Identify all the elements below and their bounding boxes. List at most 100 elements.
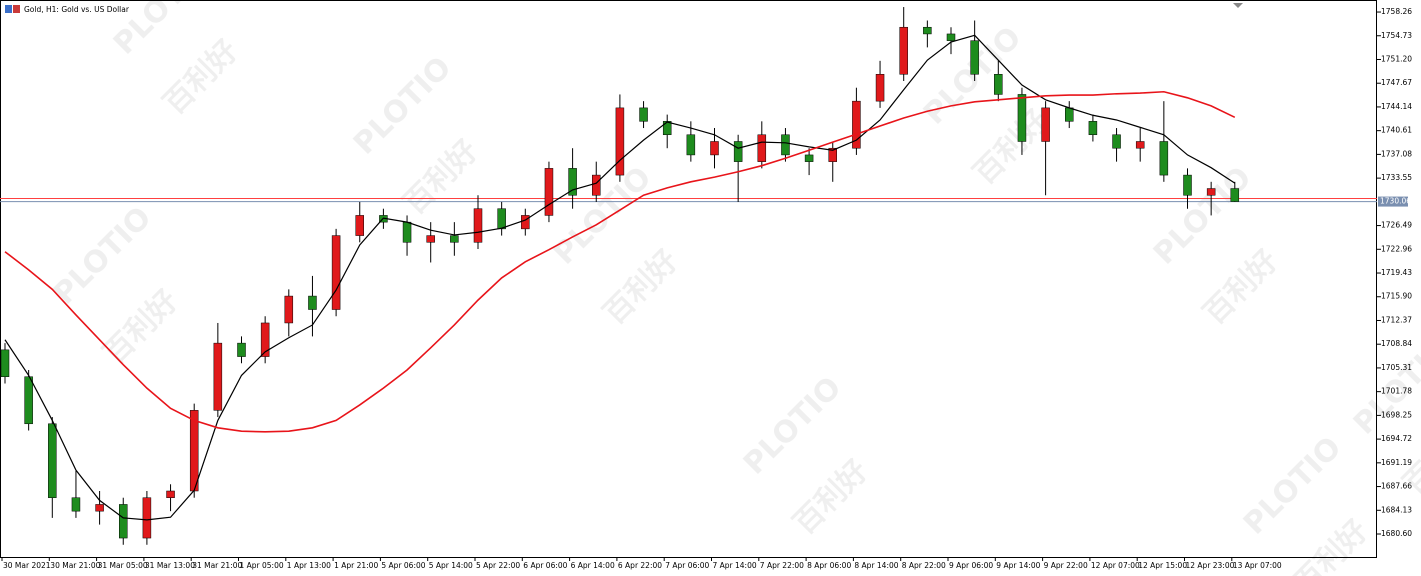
candle-body (308, 295, 317, 310)
candle-body (852, 100, 861, 149)
candle-body (142, 497, 152, 539)
x-tick-label: 5 Apr 14:00 (429, 561, 473, 570)
x-tick-label: 9 Apr 06:00 (949, 561, 993, 570)
x-tick-label: 12 Apr 23:00 (1186, 561, 1235, 570)
candle-body (639, 107, 648, 122)
symbol-icon (13, 5, 20, 13)
candle-body (899, 26, 908, 75)
candle-body (1088, 121, 1098, 136)
price-label: 1730.06 (1380, 197, 1411, 206)
x-tick-label: 9 Apr 14:00 (996, 561, 1040, 570)
x-tick-label: 8 Apr 06:00 (807, 561, 851, 570)
candle-body (1206, 188, 1216, 196)
y-tick-label: 1698.25 (1381, 410, 1412, 419)
x-tick-label: 30 Mar 21:00 (50, 561, 100, 570)
x-tick-label: 7 Apr 06:00 (665, 561, 709, 570)
candle-body (946, 33, 956, 41)
ma-line (4, 90, 1236, 433)
price-label-box (1378, 196, 1408, 207)
chart-title: Gold, H1: Gold vs. US Dollar (24, 5, 130, 14)
y-tick-label: 1691.19 (1381, 458, 1412, 467)
x-tick-label: 30 Mar 2021 (3, 561, 51, 570)
x-tick-label: 5 Apr 22:00 (476, 561, 520, 570)
y-tick-label: 1687.66 (1381, 482, 1412, 491)
candle-body (450, 235, 459, 243)
y-tick-label: 1680.60 (1381, 529, 1412, 538)
candle-body (1017, 94, 1027, 142)
y-tick-label: 1708.84 (1381, 339, 1412, 348)
candle-body (1135, 141, 1145, 149)
candle-body (970, 40, 979, 75)
y-tick-label: 1754.73 (1381, 31, 1412, 40)
candle-body (733, 141, 743, 162)
y-tick-label: 1740.61 (1381, 126, 1412, 135)
y-tick-label: 1744.14 (1381, 102, 1412, 111)
y-tick-label: 1733.55 (1381, 173, 1412, 182)
x-tick-label: 12 Apr 15:00 (1138, 561, 1187, 570)
candle-body (497, 208, 506, 230)
candle-body (166, 490, 175, 498)
candle-body (189, 410, 199, 492)
candle-body (710, 141, 719, 156)
candle-body (592, 174, 601, 196)
x-tick-label: 13 Apr 07:00 (1233, 561, 1282, 570)
candle-body (757, 134, 767, 162)
x-tick-label: 6 Apr 22:00 (618, 561, 662, 570)
candle-body (0, 349, 10, 377)
x-tick-label: 6 Apr 14:00 (571, 561, 615, 570)
y-tick-label: 1719.43 (1381, 268, 1412, 277)
x-tick-label: 7 Apr 22:00 (760, 561, 804, 570)
x-tick-label: 5 Apr 06:00 (381, 561, 425, 570)
x-tick-label: 31 Mar 21:00 (192, 561, 242, 570)
candle-body (781, 134, 790, 156)
x-tick-label: 6 Apr 06:00 (523, 561, 567, 570)
x-tick-label: 7 Apr 14:00 (713, 561, 757, 570)
x-tick-label: 12 Apr 07:00 (1091, 561, 1140, 570)
x-tick-label: 1 Apr 13:00 (287, 561, 331, 570)
candle-body (1230, 188, 1240, 202)
candle-body (1041, 107, 1050, 142)
y-tick-label: 1726.49 (1381, 221, 1412, 230)
candle-body (568, 168, 577, 196)
candle-body (284, 295, 294, 324)
candle-body (119, 504, 128, 539)
x-tick-label: 9 Apr 22:00 (1044, 561, 1088, 570)
y-tick-label: 1715.90 (1381, 292, 1412, 301)
candle-body (1112, 134, 1121, 149)
candle-body (426, 235, 435, 243)
x-tick-label: 31 Mar 13:00 (145, 561, 195, 570)
candle-body (355, 215, 364, 236)
symbol-icon (5, 5, 12, 13)
candle-body (994, 74, 1003, 95)
y-tick-label: 1701.78 (1381, 387, 1412, 396)
x-tick-label: 8 Apr 22:00 (902, 561, 946, 570)
candle-body (213, 342, 223, 411)
candle-body (828, 147, 837, 162)
y-tick-label: 1694.72 (1381, 434, 1412, 443)
candle-body (615, 107, 625, 176)
candle-body (473, 208, 483, 243)
candle-body (804, 154, 814, 162)
y-tick-label: 1747.67 (1381, 78, 1412, 87)
candle-body (544, 168, 554, 216)
ma-line (4, 34, 1236, 521)
candle-body (1183, 174, 1192, 196)
candle-body (71, 497, 81, 512)
x-tick-label: 1 Apr 05:00 (240, 561, 284, 570)
candle-body (923, 26, 932, 35)
y-tick-label: 1737.08 (1381, 149, 1412, 158)
y-tick-label: 1722.96 (1381, 244, 1412, 253)
candle-body (237, 342, 246, 357)
shift-marker (1233, 3, 1243, 8)
candle-body (686, 134, 696, 156)
y-tick-label: 1684.13 (1381, 505, 1412, 514)
candle-body (48, 423, 57, 498)
candle-body (521, 215, 530, 230)
candle-body (260, 322, 270, 357)
x-tick-label: 31 Mar 05:00 (98, 561, 148, 570)
candle-body (331, 235, 341, 310)
y-tick-label: 1712.37 (1381, 315, 1412, 324)
candle-body (662, 121, 672, 136)
x-tick-label: 1 Apr 21:00 (334, 561, 378, 570)
x-tick-label: 8 Apr 14:00 (854, 561, 898, 570)
